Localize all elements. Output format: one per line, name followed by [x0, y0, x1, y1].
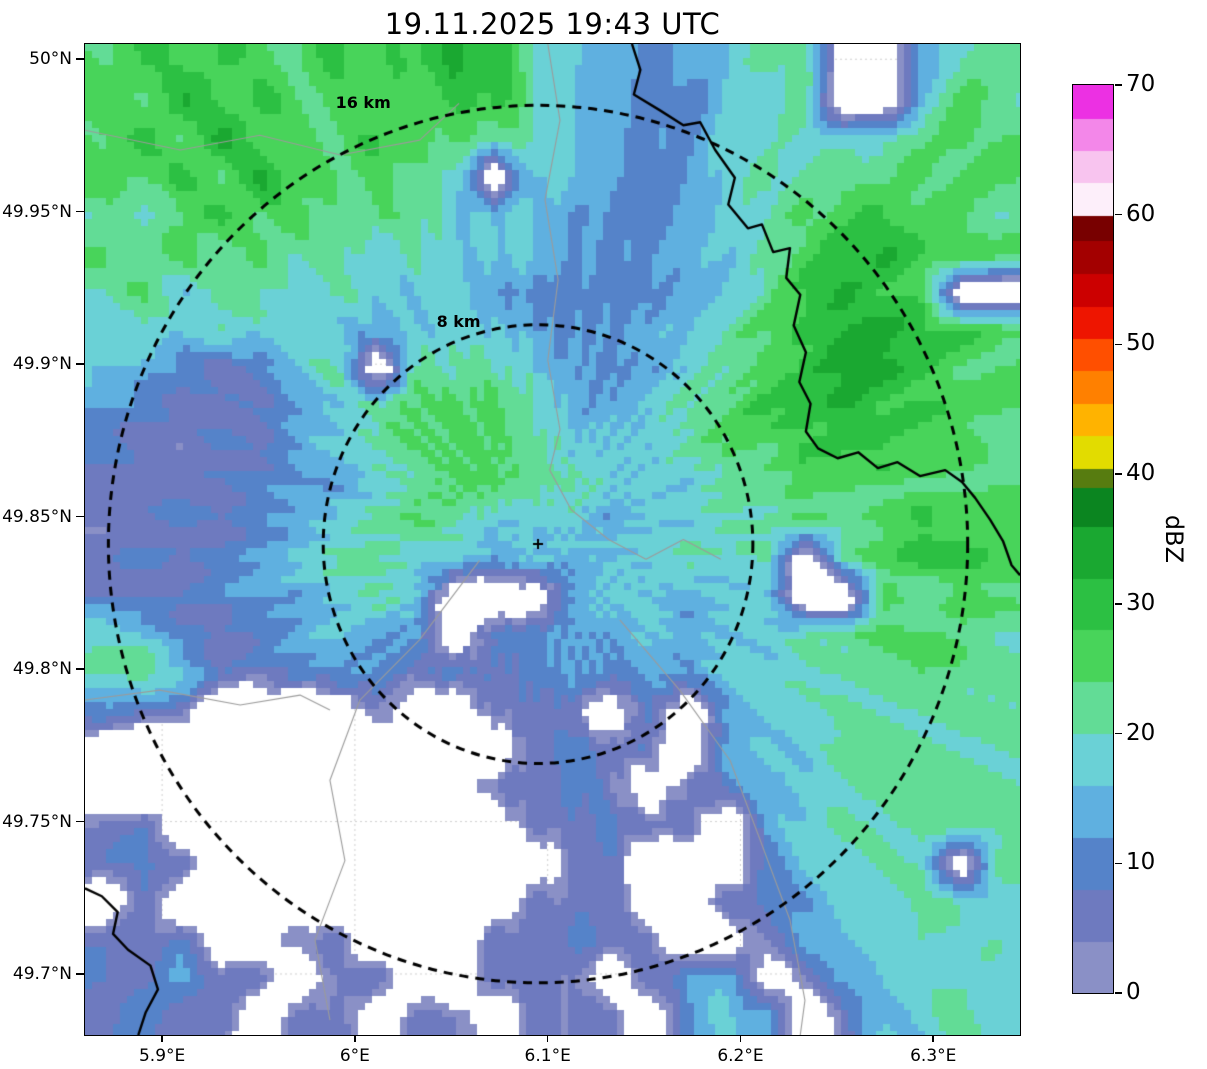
- x-tick-mark: [739, 1035, 742, 1042]
- y-tick-label: 49.75°N: [2, 811, 72, 832]
- colorbar-tick-mark: [1114, 84, 1122, 86]
- colorbar-tick-label: 50: [1126, 330, 1156, 357]
- x-tick-mark: [161, 1035, 163, 1042]
- x-tick-label: 5.9°E: [138, 1046, 186, 1066]
- colorbar-tick-mark: [1114, 732, 1122, 735]
- y-tick-label: 50°N: [29, 49, 72, 70]
- y-tick-mark: [76, 58, 84, 60]
- y-tick-mark: [76, 820, 84, 823]
- y-tick-label: 49.85°N: [2, 506, 72, 527]
- colorbar-tick-label: 60: [1126, 200, 1156, 227]
- colorbar-tick-mark: [1114, 473, 1122, 475]
- x-tick-mark: [546, 1035, 549, 1042]
- colorbar-axis-label: dBZ: [1160, 514, 1189, 564]
- colorbar-tick-label: 10: [1126, 849, 1156, 876]
- colorbar-tick-mark: [1114, 603, 1122, 605]
- y-tick-label: 49.95°N: [2, 201, 72, 222]
- x-tick-label: 6.3°E: [910, 1046, 957, 1066]
- plot-title: 19.11.2025 19:43 UTC: [384, 7, 721, 41]
- colorbar-tick-label: 70: [1126, 71, 1156, 97]
- colorbar-tick-mark: [1114, 343, 1122, 346]
- y-tick-mark: [76, 668, 84, 670]
- y-tick-mark: [76, 515, 84, 518]
- x-tick-label: 6.1°E: [524, 1046, 571, 1066]
- x-tick-label: 6.2°E: [717, 1046, 764, 1066]
- range-ring-label: 8 km: [436, 312, 481, 332]
- y-tick-mark: [76, 363, 84, 365]
- y-tick-mark: [76, 973, 84, 975]
- y-tick-label: 49.7°N: [12, 964, 72, 984]
- colorbar-tick-mark: [1114, 862, 1122, 865]
- colorbar-tick-label: 0: [1126, 979, 1141, 1005]
- x-tick-mark: [354, 1035, 356, 1042]
- range-ring-label: 16 km: [335, 92, 391, 112]
- map-plot-area: 8 km 16 km: [83, 42, 1021, 1036]
- colorbar-tick-label: 40: [1126, 460, 1156, 487]
- y-tick-label: 49.9°N: [12, 354, 72, 375]
- y-tick-mark: [76, 210, 84, 213]
- colorbar-canvas: [1072, 84, 1113, 993]
- colorbar-tick-label: 20: [1126, 719, 1156, 746]
- x-tick-mark: [932, 1035, 934, 1042]
- x-tick-label: 6°E: [339, 1046, 370, 1066]
- colorbar-tick-mark: [1114, 992, 1122, 994]
- radar-map-canvas: [84, 43, 1020, 1035]
- colorbar-tick-label: 30: [1126, 589, 1156, 616]
- y-tick-label: 49.8°N: [12, 659, 72, 680]
- colorbar-tick-mark: [1114, 213, 1122, 216]
- colorbar: [1071, 83, 1114, 994]
